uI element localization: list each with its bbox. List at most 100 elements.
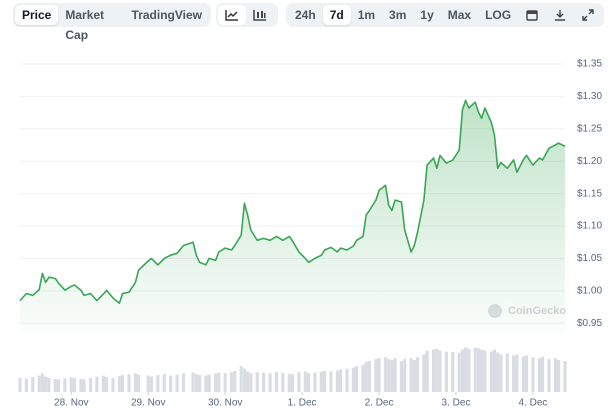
volume-bar [117,376,121,392]
volume-bar [505,353,509,392]
volume-bar [297,372,301,392]
volume-bar [355,366,359,392]
volume-bar [489,351,493,392]
volume-bar [422,354,426,392]
y-tick-label: $1.15 [577,188,602,199]
volume-bar [556,360,561,392]
volume-bar [255,372,259,392]
range-tab[interactable]: Max [447,8,472,22]
y-tick-label: $1.35 [577,59,602,70]
volume-bar [127,374,131,392]
volume-bar [480,349,484,392]
candlestick-button[interactable] [246,5,274,25]
line-chart-button[interactable] [218,5,246,25]
volume-bar [364,361,368,392]
volume-bar [197,375,202,392]
view-tab[interactable]: Market Cap [65,8,105,42]
volume-bar [213,373,218,392]
range-tabs: 24h 7d 1m 3m 1y Max LOG [286,3,604,27]
y-tick-label: $0.95 [577,318,602,329]
watermark: CoinGecko [488,304,566,318]
volume-bar [464,347,468,392]
range-tab[interactable]: 24h [295,8,316,22]
volume-bar [492,349,497,392]
volume-bar [274,371,279,392]
volume-bar [319,371,323,392]
range-tab[interactable]: 1y [420,8,434,22]
volume-bar [322,370,327,392]
volume-bar [249,373,253,392]
volume-bar [233,370,237,392]
volume-bar [563,360,567,392]
volume-bar [242,368,247,392]
volume-bar [133,373,138,392]
volume-bar [467,348,471,392]
volume-bar [24,378,29,392]
price-area [20,100,565,333]
y-tick-label: $1.20 [577,156,602,167]
volume-bar [281,372,285,392]
range-tab[interactable]: LOG [485,8,512,22]
watermark-text: CoinGecko [508,305,566,317]
volume-bar [345,368,349,392]
volume-bar [399,360,404,392]
volume-bar [515,354,519,392]
volume-bar [290,374,295,392]
x-tick-label: 3. Dec [442,398,471,409]
volume-bar [444,351,448,392]
volume-bar [40,373,45,392]
volume-bar [361,364,365,392]
volume-bar [262,372,266,392]
view-tabs: Price Market Cap TradingView [13,3,211,42]
volume-bar [412,360,416,392]
volume-bar [101,375,105,392]
volume-bar [537,358,541,392]
volume-bar [451,352,455,392]
volume-bar [69,377,73,392]
volume-bar [31,376,35,392]
range-tab[interactable]: 1m [357,8,376,22]
volume-bar [476,348,481,392]
volume-bar [521,356,525,392]
volume-bar [409,358,413,392]
view-tab[interactable]: TradingView [131,8,202,22]
volume-bar [44,376,48,392]
download-button[interactable] [546,5,574,25]
volume-bar [338,369,343,392]
volume-bar [457,352,461,392]
volume-bar [229,372,234,392]
volume-bar [120,375,125,392]
volume-bar [72,377,77,392]
volume-bar [473,347,477,392]
volume-bar [329,371,333,392]
volume-bar [246,371,250,392]
volume-bar [146,375,150,392]
volume-bar [387,359,391,392]
volume-bar [223,373,227,392]
volume-bar [547,359,551,392]
volume-bar [383,357,388,392]
range-tab[interactable]: 3m [389,8,407,22]
fullscreen-button[interactable] [574,5,602,25]
price-line [19,99,566,304]
volume-bar [268,373,272,392]
volume-bar [415,357,420,392]
volume-bar [553,358,557,392]
volume-bar [425,350,429,392]
x-tick-label: 2. Dec [365,398,394,409]
volume-bar [181,373,186,392]
volume-bar [18,377,22,392]
volume-bar [460,349,465,392]
volume-bar [540,356,545,392]
volume-bar [137,374,141,392]
volume-bar [169,375,173,392]
view-tab[interactable]: Price [15,5,59,25]
range-tab[interactable]: 7d [322,5,351,25]
volume-bar [162,374,166,392]
volume-bar [217,372,221,392]
y-tick-label: $1.00 [577,286,602,297]
calendar-button[interactable] [518,5,546,25]
volume-bar [431,349,436,392]
volume-bar [435,348,439,392]
